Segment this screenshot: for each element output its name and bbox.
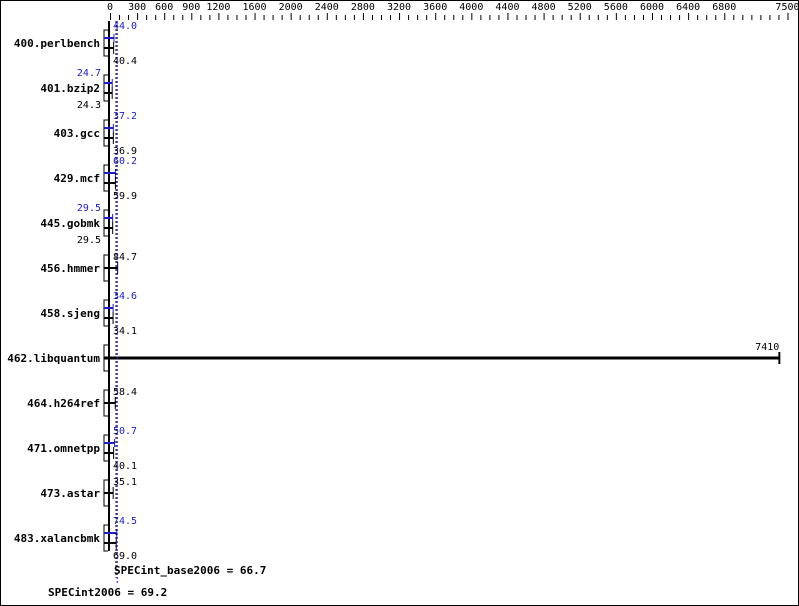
- base-value-label: 29.5: [77, 235, 101, 246]
- benchmark-row: 471.omnetpp 40.1 50.7: [27, 426, 137, 472]
- peak-bar: [104, 82, 113, 84]
- peak-value-label: 29.5: [77, 203, 101, 214]
- tick-label: 7500: [775, 2, 799, 13]
- peak-value-label: 50.7: [113, 426, 137, 437]
- tick-label: 6000: [640, 2, 664, 13]
- peak-value-label: 34.6: [113, 291, 137, 302]
- base-value-label: 34.1: [113, 326, 137, 337]
- tick-label: 4400: [495, 2, 519, 13]
- tick-label: 1600: [242, 2, 266, 13]
- benchmark-row: 429.mcf 59.9 60.2: [54, 156, 137, 202]
- peak-value-label: 60.2: [113, 156, 137, 167]
- tick-label: 1200: [206, 2, 230, 13]
- benchmark-label: 429.mcf: [54, 172, 100, 185]
- benchmark-label: 445.gobmk: [40, 217, 100, 230]
- base-value-label: 7410: [755, 342, 779, 353]
- row-bracket: [103, 164, 108, 192]
- base-bar: [104, 542, 117, 544]
- base-value-label: 40.4: [113, 56, 137, 67]
- tick-label: 300: [128, 2, 146, 13]
- peak-bar: [104, 307, 114, 309]
- row-bracket: [103, 299, 108, 327]
- base-bar: [104, 402, 116, 404]
- tick-label: 900: [182, 2, 200, 13]
- base-mean-label: SPECint_base2006 = 66.7: [114, 564, 266, 577]
- base-bar: [104, 356, 780, 360]
- base-bar: [104, 227, 113, 229]
- base-value-label: 36.9: [113, 146, 137, 157]
- benchmark-label: 464.h264ref: [27, 397, 100, 410]
- peak-value-label: 44.0: [113, 21, 137, 32]
- peak-bar: [104, 127, 114, 129]
- benchmark-row: 464.h264ref 58.4: [27, 387, 137, 417]
- tick-label: 5600: [604, 2, 628, 13]
- row-bracket: [103, 524, 108, 552]
- peak-value-label: 74.5: [113, 516, 137, 527]
- benchmark-label: 471.omnetpp: [27, 442, 100, 455]
- base-value-label: 40.1: [113, 461, 137, 472]
- row-bracket: [103, 74, 108, 102]
- base-value-label: 59.9: [113, 191, 137, 202]
- tick-label: 0: [107, 2, 113, 13]
- benchmark-row: 458.sjeng 34.1 34.6: [40, 291, 137, 337]
- benchmark-row: 403.gcc 36.9 37.2: [54, 111, 137, 157]
- tick-label: 3600: [423, 2, 447, 13]
- tick-label: 6800: [712, 2, 736, 13]
- peak-mean-label: SPECint2006 = 69.2: [48, 586, 167, 599]
- base-bar: [104, 267, 118, 269]
- peak-value-label: 37.2: [113, 111, 137, 122]
- base-bar: [104, 182, 116, 184]
- tick-label: 6400: [676, 2, 700, 13]
- base-bar: [104, 137, 114, 139]
- benchmark-row: 456.hmmer 84.7: [40, 252, 137, 282]
- peak-value-label: 24.7: [77, 68, 101, 79]
- benchmark-row: 401.bzip2 24.3 24.7: [40, 68, 113, 111]
- base-value-label: 35.1: [113, 477, 137, 488]
- tick-label: 2400: [315, 2, 339, 13]
- base-bar: [104, 47, 114, 49]
- row-bracket: [103, 29, 108, 57]
- tick-label: 5200: [568, 2, 592, 13]
- tick-label: 4800: [532, 2, 556, 13]
- base-value-label: 84.7: [113, 252, 137, 263]
- row-bracket: [103, 119, 108, 147]
- peak-bar: [104, 37, 114, 39]
- tick-label: 3200: [387, 2, 411, 13]
- benchmark-row: 445.gobmk 29.5 29.5: [40, 203, 114, 246]
- benchmark-label: 458.sjeng: [40, 307, 100, 320]
- base-value-label: 24.3: [77, 100, 101, 111]
- benchmark-row: 400.perlbench 40.4 44.0: [14, 21, 137, 67]
- row-bracket: [103, 209, 108, 237]
- benchmark-row: 483.xalancbmk 69.0 74.5: [14, 516, 137, 562]
- benchmark-label: 401.bzip2: [40, 82, 100, 95]
- benchmark-label: 403.gcc: [54, 127, 100, 140]
- peak-bar: [104, 172, 116, 174]
- benchmark-label: 473.astar: [40, 487, 100, 500]
- tick-label: 600: [155, 2, 173, 13]
- benchmark-label: 400.perlbench: [14, 37, 100, 50]
- peak-bar: [104, 442, 115, 444]
- benchmark-label: 456.hmmer: [40, 262, 100, 275]
- row-bracket: [103, 434, 108, 462]
- benchmark-label: 483.xalancbmk: [14, 532, 100, 545]
- tick-label: 2000: [279, 2, 303, 13]
- base-bar: [104, 317, 114, 319]
- benchmark-row: 473.astar 35.1: [40, 477, 137, 507]
- benchmark-row: 462.libquantum 7410: [7, 342, 781, 372]
- tick-label: 4000: [459, 2, 483, 13]
- benchmark-label: 462.libquantum: [7, 352, 100, 365]
- base-bar: [104, 492, 114, 494]
- peak-bar: [104, 217, 113, 219]
- base-bar: [104, 92, 113, 94]
- base-bar: [104, 452, 114, 454]
- base-value-label: 69.0: [113, 551, 137, 562]
- base-value-label: 58.4: [113, 387, 137, 398]
- tick-label: 2800: [351, 2, 375, 13]
- peak-bar: [104, 532, 117, 534]
